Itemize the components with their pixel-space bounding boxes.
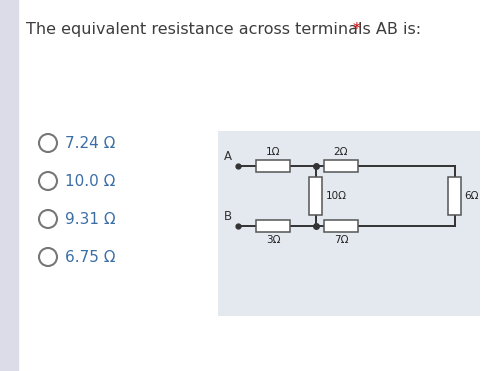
Text: The equivalent resistance across terminals AB is:: The equivalent resistance across termina… [26,22,425,37]
Text: 6Ω: 6Ω [464,191,478,201]
Text: 10.0 Ω: 10.0 Ω [65,174,115,188]
Text: 2Ω: 2Ω [333,147,348,157]
Text: 7.24 Ω: 7.24 Ω [65,135,115,151]
Bar [256,220,289,232]
Bar [217,131,479,316]
Text: 7Ω: 7Ω [333,235,348,245]
Text: B: B [224,210,231,223]
Text: 9.31 Ω: 9.31 Ω [65,211,115,227]
Bar [0,0,18,371]
Circle shape [39,172,57,190]
Circle shape [39,210,57,228]
Bar [323,160,357,172]
Circle shape [39,248,57,266]
Text: 1Ω: 1Ω [265,147,280,157]
Text: A: A [224,150,231,163]
Text: 6.75 Ω: 6.75 Ω [65,250,115,265]
Circle shape [39,134,57,152]
Bar [448,177,461,215]
Bar [256,160,289,172]
Text: 10Ω: 10Ω [325,191,346,201]
Bar [309,177,322,215]
Bar [323,220,357,232]
Text: 3Ω: 3Ω [265,235,280,245]
Text: *: * [352,22,360,37]
